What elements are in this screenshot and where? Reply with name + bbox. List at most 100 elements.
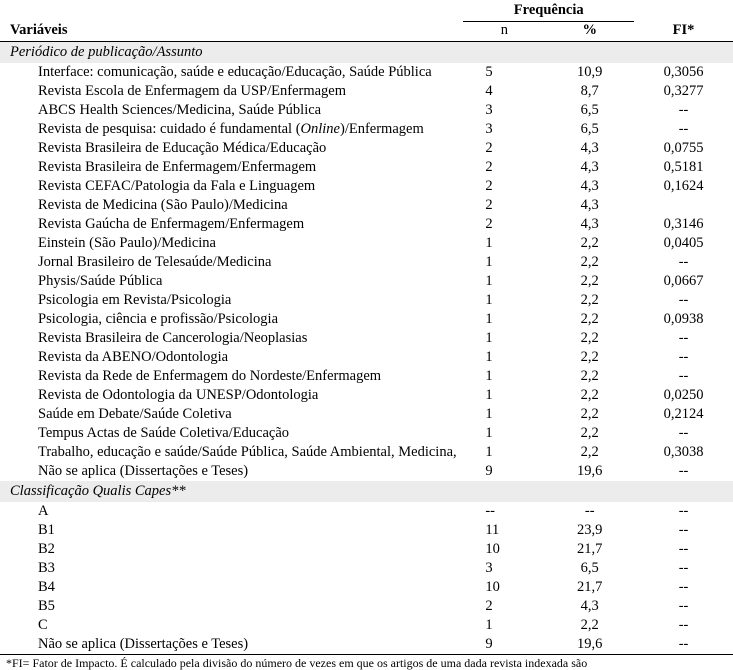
cell-pct: 10,9: [545, 63, 634, 82]
cell-variable: Revista Brasileira de Educação Médica/Ed…: [0, 139, 463, 158]
cell-n: 1: [463, 424, 545, 443]
cell-fi: 0,3277: [634, 82, 733, 101]
cell-variable: Revista Escola de Enfermagem da USP/Enfe…: [0, 82, 463, 101]
cell-pct: 4,3: [545, 139, 634, 158]
cell-n: 1: [463, 348, 545, 367]
table-row: Revista Escola de Enfermagem da USP/Enfe…: [0, 82, 733, 101]
cell-fi: --: [634, 559, 733, 578]
cell-variable: Revista de pesquisa: cuidado é fundament…: [0, 120, 463, 139]
cell-variable: B5: [0, 597, 463, 616]
cell-fi: --: [634, 502, 733, 521]
table-row: Trabalho, educação e saúde/Saúde Pública…: [0, 443, 733, 462]
table-row: B11123,9--: [0, 521, 733, 540]
cell-variable: Jornal Brasileiro de Telesaúde/Medicina: [0, 253, 463, 272]
cell-pct: 2,2: [545, 616, 634, 635]
cell-variable: Revista Brasileira de Cancerologia/Neopl…: [0, 329, 463, 348]
cell-pct: 19,6: [545, 635, 634, 654]
table-row: Não se aplica (Dissertações e Teses)919,…: [0, 462, 733, 481]
cell-pct: 2,2: [545, 253, 634, 272]
cell-pct: 2,2: [545, 272, 634, 291]
section-title: Classificação Qualis Capes**: [0, 481, 733, 502]
cell-pct: 8,7: [545, 82, 634, 101]
header-frequencia: Frequência: [463, 0, 634, 22]
table-row: C12,2--: [0, 616, 733, 635]
cell-fi: 0,0405: [634, 234, 733, 253]
cell-n: 1: [463, 443, 545, 462]
cell-n: 9: [463, 462, 545, 481]
cell-pct: 2,2: [545, 329, 634, 348]
cell-pct: 23,9: [545, 521, 634, 540]
table-row: Physis/Saúde Pública12,20,0667: [0, 272, 733, 291]
table-row: Revista de Medicina (São Paulo)/Medicina…: [0, 196, 733, 215]
cell-pct: 4,3: [545, 158, 634, 177]
table-row: Revista de Odontologia da UNESP/Odontolo…: [0, 386, 733, 405]
table-row: B41021,7--: [0, 578, 733, 597]
cell-fi: --: [634, 291, 733, 310]
cell-n: 1: [463, 405, 545, 424]
cell-fi: --: [634, 597, 733, 616]
cell-fi: --: [634, 367, 733, 386]
cell-fi: --: [634, 120, 733, 139]
cell-variable: Psicologia, ciência e profissão/Psicolog…: [0, 310, 463, 329]
cell-n: 1: [463, 386, 545, 405]
cell-pct: 4,3: [545, 597, 634, 616]
cell-variable: Revista Gaúcha de Enfermagem/Enfermagem: [0, 215, 463, 234]
cell-fi: 0,0938: [634, 310, 733, 329]
cell-n: 3: [463, 101, 545, 120]
section-title: Periódico de publicação/Assunto: [0, 42, 733, 64]
cell-fi: --: [634, 578, 733, 597]
cell-pct: 2,2: [545, 424, 634, 443]
table-row: Jornal Brasileiro de Telesaúde/Medicina1…: [0, 253, 733, 272]
cell-n: 3: [463, 120, 545, 139]
cell-n: 2: [463, 597, 545, 616]
cell-variable: B4: [0, 578, 463, 597]
cell-pct: 2,2: [545, 443, 634, 462]
cell-n: 2: [463, 196, 545, 215]
cell-pct: 6,5: [545, 559, 634, 578]
cell-n: 1: [463, 253, 545, 272]
table-row: Revista Brasileira de Enfermagem/Enferma…: [0, 158, 733, 177]
table-row: Revista Brasileira de Educação Médica/Ed…: [0, 139, 733, 158]
cell-fi: --: [634, 540, 733, 559]
cell-variable: Trabalho, educação e saúde/Saúde Pública…: [0, 443, 463, 462]
cell-n: 10: [463, 540, 545, 559]
cell-fi: --: [634, 348, 733, 367]
header-pct: %: [545, 22, 634, 42]
cell-fi: 0,2124: [634, 405, 733, 424]
table-row: A------: [0, 502, 733, 521]
cell-n: 9: [463, 635, 545, 654]
cell-variable: Tempus Actas de Saúde Coletiva/Educação: [0, 424, 463, 443]
cell-pct: 2,2: [545, 386, 634, 405]
cell-pct: 2,2: [545, 310, 634, 329]
cell-n: 3: [463, 559, 545, 578]
cell-fi: --: [634, 101, 733, 120]
section-header: Classificação Qualis Capes**: [0, 481, 733, 502]
cell-fi: --: [634, 616, 733, 635]
table-row: Revista de pesquisa: cuidado é fundament…: [0, 120, 733, 139]
table-row: Interface: comunicação, saúde e educação…: [0, 63, 733, 82]
table-row: Psicologia em Revista/Psicologia12,2--: [0, 291, 733, 310]
cell-fi: --: [634, 462, 733, 481]
cell-n: 1: [463, 310, 545, 329]
data-table: Variáveis Frequência FI* n % Periódico d…: [0, 0, 733, 654]
table-row: B524,3--: [0, 597, 733, 616]
cell-fi: 0,3056: [634, 63, 733, 82]
cell-pct: 2,2: [545, 367, 634, 386]
cell-pct: --: [545, 502, 634, 521]
cell-variable: Revista da ABENO/Odontologia: [0, 348, 463, 367]
cell-variable: Revista de Odontologia da UNESP/Odontolo…: [0, 386, 463, 405]
cell-fi: --: [634, 253, 733, 272]
cell-n: 10: [463, 578, 545, 597]
cell-variable: Revista Brasileira de Enfermagem/Enferma…: [0, 158, 463, 177]
cell-fi: [634, 196, 733, 215]
cell-n: 4: [463, 82, 545, 101]
cell-pct: 21,7: [545, 578, 634, 597]
table-row: Não se aplica (Dissertações e Teses)919,…: [0, 635, 733, 654]
cell-n: 1: [463, 272, 545, 291]
cell-variable: C: [0, 616, 463, 635]
footnote: *FI= Fator de Impacto. É calculado pela …: [0, 654, 733, 670]
cell-n: 2: [463, 158, 545, 177]
cell-n: 2: [463, 215, 545, 234]
cell-variable: Não se aplica (Dissertações e Teses): [0, 462, 463, 481]
cell-variable: Não se aplica (Dissertações e Teses): [0, 635, 463, 654]
